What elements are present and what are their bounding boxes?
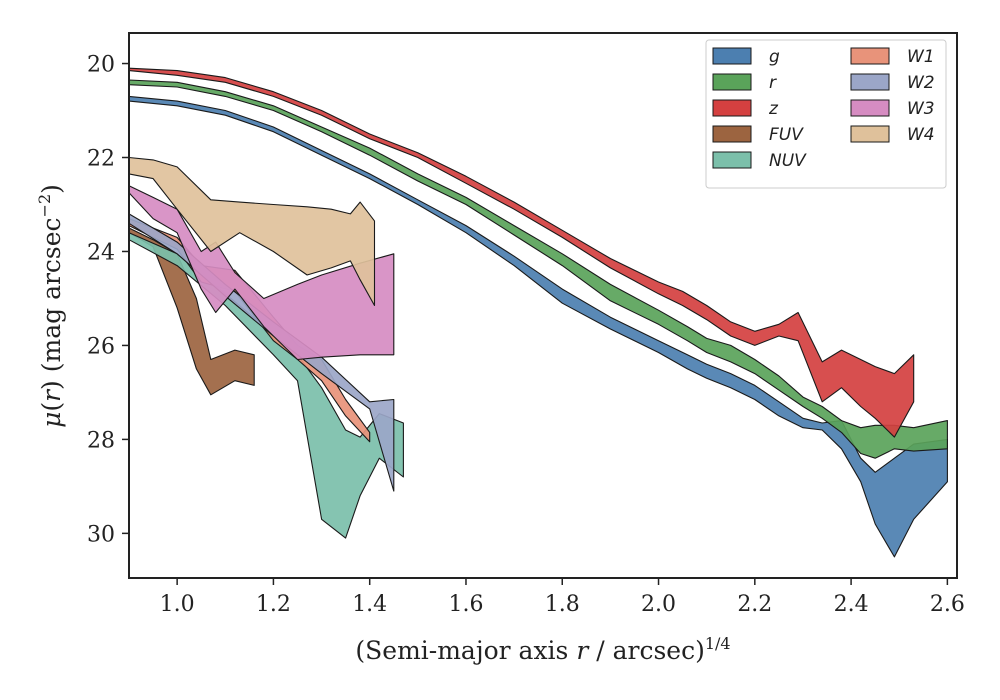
plot-frame — [128, 32, 958, 579]
y-tick-label: 22 — [87, 147, 115, 172]
legend-label-w3: W3 — [907, 99, 935, 119]
data-bands — [128, 67, 948, 558]
y-axis-label: μ(r) (mag arcsec−2) — [35, 184, 66, 428]
legend-label-r: r — [769, 73, 777, 93]
x-tick-label: 1.4 — [352, 592, 387, 617]
y-tick-label: 20 — [87, 53, 115, 78]
legend: grz FUV NUV W1 W2 W3 W4 — [705, 39, 947, 189]
legend-swatch-w2 — [850, 73, 890, 91]
x-axis: 1.0 1.2 1.4 1.6 1.8 2.0 2.2 2.4 2.6 — [160, 578, 965, 617]
band-w4 — [128, 156, 376, 307]
legend-swatch-g — [712, 47, 752, 65]
x-tick-label: 1.8 — [545, 592, 580, 617]
x-tick-label: 2.4 — [834, 592, 869, 617]
legend-swatch-w3 — [850, 99, 890, 117]
legend-swatch-fuv — [712, 125, 752, 143]
legend-swatch-w4 — [850, 125, 890, 143]
legend-label-fuv: FUV — [769, 125, 804, 145]
band-z — [128, 67, 915, 438]
legend-label-w1: W1 — [907, 47, 935, 67]
x-tick-label: 1.6 — [448, 592, 483, 617]
y-tick-label: 28 — [87, 428, 115, 453]
legend-swatch-w1 — [850, 47, 890, 65]
band-g — [128, 95, 948, 558]
legend-label-g: g — [769, 47, 780, 67]
legend-label-z: z — [768, 99, 779, 119]
y-tick-label: 24 — [87, 240, 115, 265]
x-tick-label: 2.0 — [641, 592, 676, 617]
y-axis: 20 22 24 26 28 30 — [87, 53, 129, 547]
legend-label-w4: W4 — [907, 125, 935, 145]
legend-label-w2: W2 — [907, 73, 935, 93]
legend-label-nuv: NUV — [769, 151, 807, 171]
legend-swatch-r — [712, 73, 752, 91]
band-r — [128, 79, 948, 459]
x-tick-label: 2.6 — [930, 592, 965, 617]
x-tick-label: 1.0 — [160, 592, 195, 617]
x-axis-label: (Semi-major axis r / arcsec)1/4 — [355, 634, 730, 665]
legend-swatch-nuv — [712, 151, 752, 169]
y-tick-label: 26 — [87, 334, 115, 359]
x-tick-label: 1.2 — [256, 592, 291, 617]
legend-swatch-z — [712, 99, 752, 117]
y-tick-label: 30 — [87, 522, 115, 547]
x-tick-label: 2.2 — [737, 592, 772, 617]
